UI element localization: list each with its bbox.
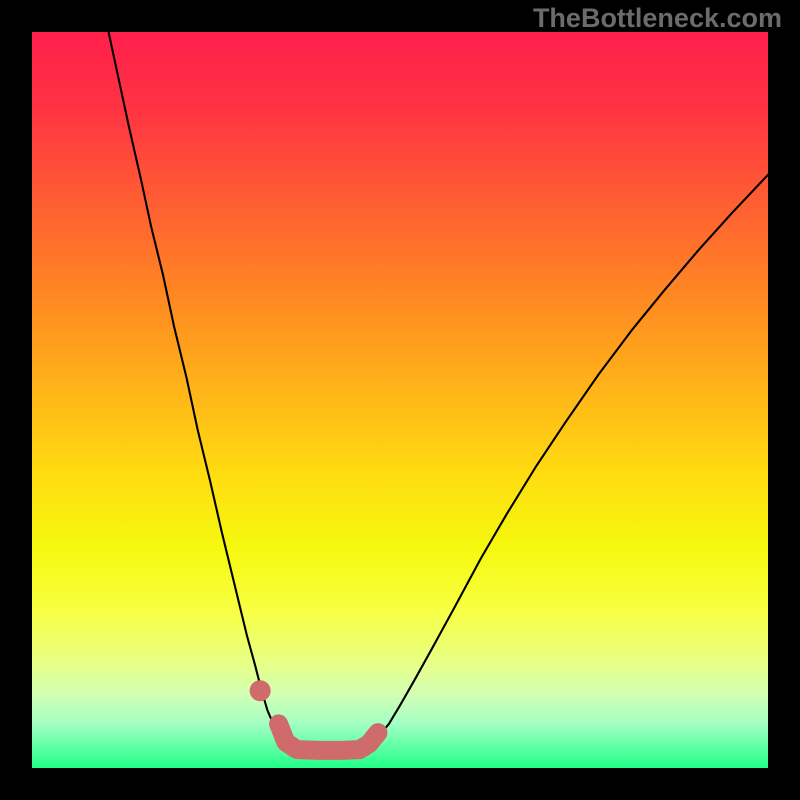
chart-canvas [0,0,800,800]
chart-stage: { "stage": { "width": 800, "height": 800… [0,0,800,800]
bottom-marker-dot [250,680,271,701]
gradient-plot-area [32,32,768,768]
